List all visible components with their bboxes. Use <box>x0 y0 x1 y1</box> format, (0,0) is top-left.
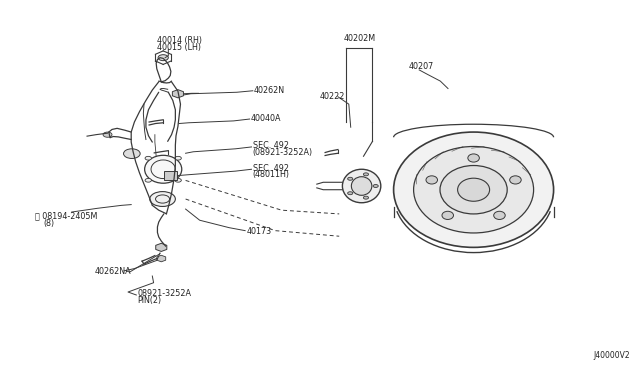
Text: 40040A: 40040A <box>251 114 282 123</box>
Polygon shape <box>156 243 167 251</box>
Ellipse shape <box>440 166 508 214</box>
Text: 40207: 40207 <box>408 62 433 71</box>
Circle shape <box>348 192 353 195</box>
Text: J40000V2: J40000V2 <box>594 351 630 360</box>
Circle shape <box>364 173 369 176</box>
Ellipse shape <box>442 211 454 219</box>
Text: 40202M: 40202M <box>344 34 376 43</box>
Ellipse shape <box>145 155 182 183</box>
Text: Ⓑ 08194-2405M: Ⓑ 08194-2405M <box>35 211 97 220</box>
Text: 40262N: 40262N <box>254 86 285 94</box>
Circle shape <box>175 179 181 182</box>
Text: SEC. 492: SEC. 492 <box>253 141 289 150</box>
Text: 40262NA: 40262NA <box>95 267 131 276</box>
Ellipse shape <box>509 176 521 184</box>
Text: (8): (8) <box>44 219 54 228</box>
Text: 40173: 40173 <box>246 227 271 236</box>
Ellipse shape <box>426 176 438 184</box>
Text: 08921-3252A: 08921-3252A <box>138 289 191 298</box>
Ellipse shape <box>394 132 554 247</box>
Text: (48011H): (48011H) <box>253 170 290 179</box>
Circle shape <box>124 149 140 158</box>
Ellipse shape <box>150 192 175 206</box>
Text: 40014 (RH): 40014 (RH) <box>157 36 202 45</box>
Circle shape <box>373 185 378 187</box>
Polygon shape <box>157 255 166 262</box>
Ellipse shape <box>493 211 505 219</box>
Circle shape <box>103 132 112 137</box>
Text: 40015 (LH): 40015 (LH) <box>157 43 202 52</box>
Text: 40222: 40222 <box>320 92 346 101</box>
Text: SEC. 492: SEC. 492 <box>253 164 289 173</box>
Ellipse shape <box>342 169 381 203</box>
Polygon shape <box>164 171 177 180</box>
Ellipse shape <box>351 177 372 195</box>
Ellipse shape <box>458 178 490 201</box>
Ellipse shape <box>413 147 534 233</box>
Text: (08921-3252A): (08921-3252A) <box>253 148 313 157</box>
Circle shape <box>145 156 152 160</box>
Circle shape <box>145 179 152 182</box>
Circle shape <box>364 196 369 199</box>
Text: PIN(2): PIN(2) <box>138 296 162 305</box>
Ellipse shape <box>468 154 479 162</box>
Polygon shape <box>172 90 184 98</box>
Circle shape <box>348 177 353 180</box>
Circle shape <box>158 55 168 61</box>
Circle shape <box>175 156 181 160</box>
